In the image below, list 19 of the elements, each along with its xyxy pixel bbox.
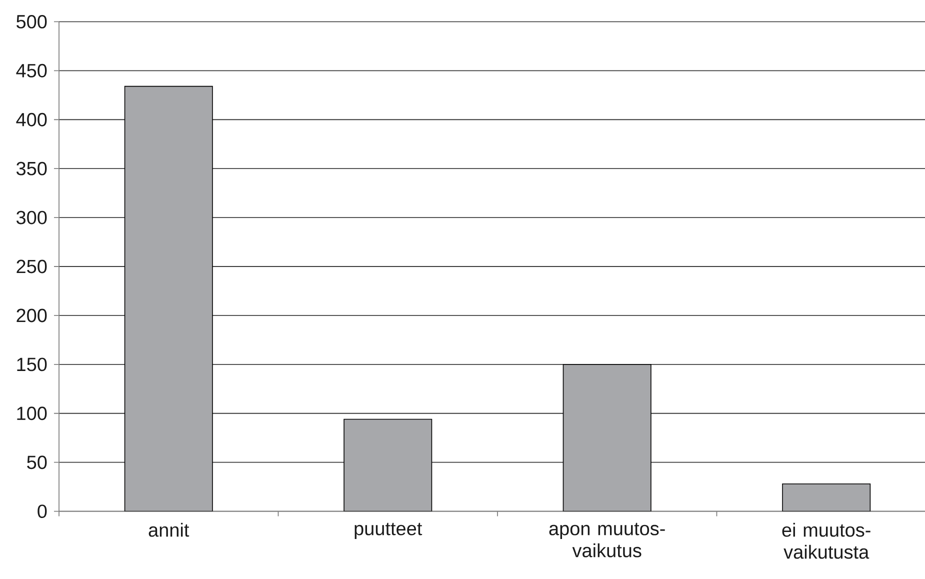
x-tick-label: puutteet (354, 522, 422, 540)
y-tick-label: 0 (38, 504, 47, 518)
y-tick-label: 300 (16, 210, 47, 224)
y-tick-label: 100 (17, 406, 47, 420)
y-tick-label: 150 (17, 358, 47, 372)
y-tick-label: 500 (16, 14, 47, 28)
bar (124, 86, 213, 512)
y-tick-label: 50 (27, 456, 47, 470)
bar (562, 364, 652, 512)
x-tick-label: apon muutos-vaikutus (549, 522, 665, 558)
x-tick-label: annit (148, 522, 190, 537)
y-tick-label: 350 (16, 162, 47, 176)
y-tick-label: 200 (16, 308, 47, 322)
y-tick-label: 450 (16, 64, 47, 78)
y-tick-label: 250 (16, 260, 47, 274)
bar (344, 418, 432, 512)
x-tick-label: ei muutos-vaikutusta (782, 522, 870, 559)
y-tick-label: 400 (16, 112, 47, 126)
bar (782, 483, 871, 512)
